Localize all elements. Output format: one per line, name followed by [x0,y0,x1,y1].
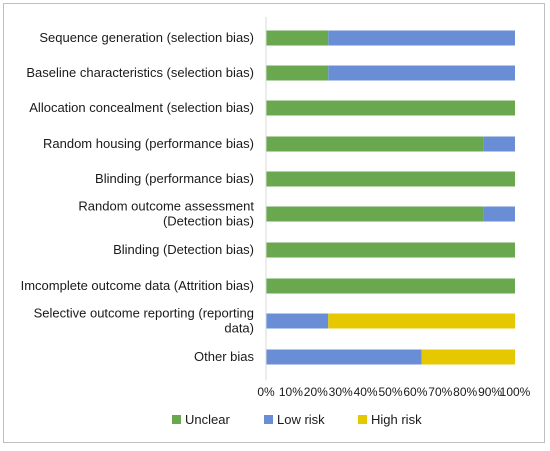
legend-label: Unclear [185,412,230,427]
x-tick-label: 80% [453,385,477,399]
category-label-line: Random outcome assessment [78,199,254,214]
bar-segment-low-risk [266,349,422,365]
bar-segment-low-risk [266,313,329,329]
category-label-line: (Detection bias) [163,214,254,229]
category-label: Blinding (Detection bias) [113,242,254,257]
legend-swatch [358,415,367,424]
x-tick-label: 90% [478,385,502,399]
bar-segment-low-risk [483,206,515,222]
category-label: Allocation concealment (selection bias) [29,100,254,115]
category-label: Sequence generation (selection bias) [39,30,254,45]
category-label: Imcomplete outcome data (Attrition bias) [21,278,254,293]
category-label: Baseline characteristics (selection bias… [26,65,254,80]
x-tick-label: 20% [304,385,328,399]
legend-label: High risk [371,412,422,427]
bar-segment-low-risk [483,136,515,152]
category-labels: Sequence generation (selection bias) Base… [21,30,255,364]
bar-segment-high-risk [421,349,515,365]
x-tick-label: 30% [329,385,353,399]
stacked-bar-chart: Sequence generation (selection bias) Base… [21,17,531,427]
bar-segment-low-risk [328,65,515,81]
x-tick-labels: 0% 10% 20% 30% 40% 50% 60% 70% 80% 90%100% [257,385,530,399]
category-label-line: Blinding (Detection bias) [113,242,254,257]
category-label: Random housing (performance bias) [43,136,254,151]
category-label-line: Other bias [194,349,254,364]
x-tick-label: 0% [257,385,275,399]
category-label: Other bias [194,349,254,364]
category-label-line: Imcomplete outcome data (Attrition bias) [21,278,254,293]
category-label-line: Allocation concealment (selection bias) [29,100,254,115]
bar-segment-unclear [266,242,515,258]
category-label-line: Selective outcome reporting (reporting [34,306,254,321]
x-tick-label: 70% [428,385,452,399]
legend-label: Low risk [277,412,325,427]
bar-segment-unclear [266,65,329,81]
x-tick-label: 10% [279,385,303,399]
legend-swatch [172,415,181,424]
bar-segment-unclear [266,206,484,222]
category-label: Selective outcome reporting (reporting da… [34,306,254,336]
category-label: Random outcome assessment (Detection bias… [78,199,254,229]
bar-segment-unclear [266,278,515,294]
bar-segment-unclear [266,100,515,116]
category-label-line: Sequence generation (selection bias) [39,30,254,45]
bar-segment-low-risk [328,30,515,46]
category-label: Blinding (performance bias) [95,171,254,186]
bar-segment-high-risk [328,313,515,329]
category-label-line: data) [224,321,254,336]
legend-swatch [264,415,273,424]
category-label-line: Baseline characteristics (selection bias… [26,65,254,80]
x-tick-label: 60% [403,385,427,399]
x-tick-label: 40% [354,385,378,399]
bars-group [266,30,515,365]
bar-segment-unclear [266,30,329,46]
legend: Unclear Low risk High risk [172,412,422,427]
category-label-line: Blinding (performance bias) [95,171,254,186]
bar-segment-unclear [266,171,515,187]
bar-segment-unclear [266,136,484,152]
chart-frame: Sequence generation (selection bias) Base… [3,3,545,443]
x-tick-label: 50% [378,385,402,399]
x-tick-label: 100% [500,385,531,399]
category-label-line: Random housing (performance bias) [43,136,254,151]
